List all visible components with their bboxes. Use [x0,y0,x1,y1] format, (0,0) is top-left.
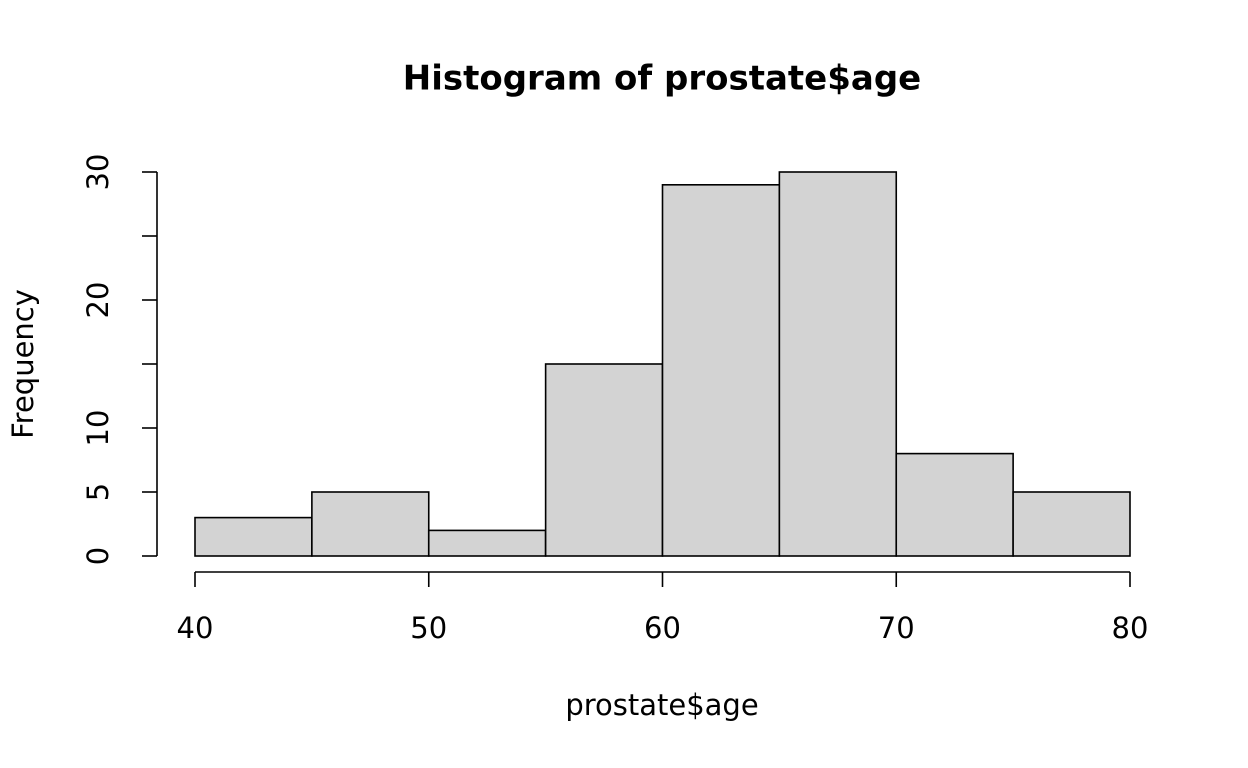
bar [661,184,781,557]
x-tick-label: 60 [644,611,681,645]
y-tick-label: 30 [81,154,115,191]
y-tick-label: 5 [81,483,115,501]
bar [311,491,430,557]
bar [1012,491,1131,557]
bar [895,452,1014,557]
y-tick-label: 0 [81,547,115,565]
x-axis-label: prostate$age [565,688,758,722]
y-tick-label: 10 [81,410,115,447]
x-tick-label: 80 [1112,611,1149,645]
bar [427,529,547,557]
y-tick-label: 20 [81,282,115,319]
y-axis-label: Frequency [6,289,40,439]
x-tick-label: 40 [177,611,214,645]
bar [194,516,313,557]
bar [544,363,664,557]
x-tick-label: 50 [410,611,447,645]
x-tick-label: 70 [878,611,915,645]
bar [778,171,898,557]
chart-title: Histogram of prostate$age [403,59,921,99]
